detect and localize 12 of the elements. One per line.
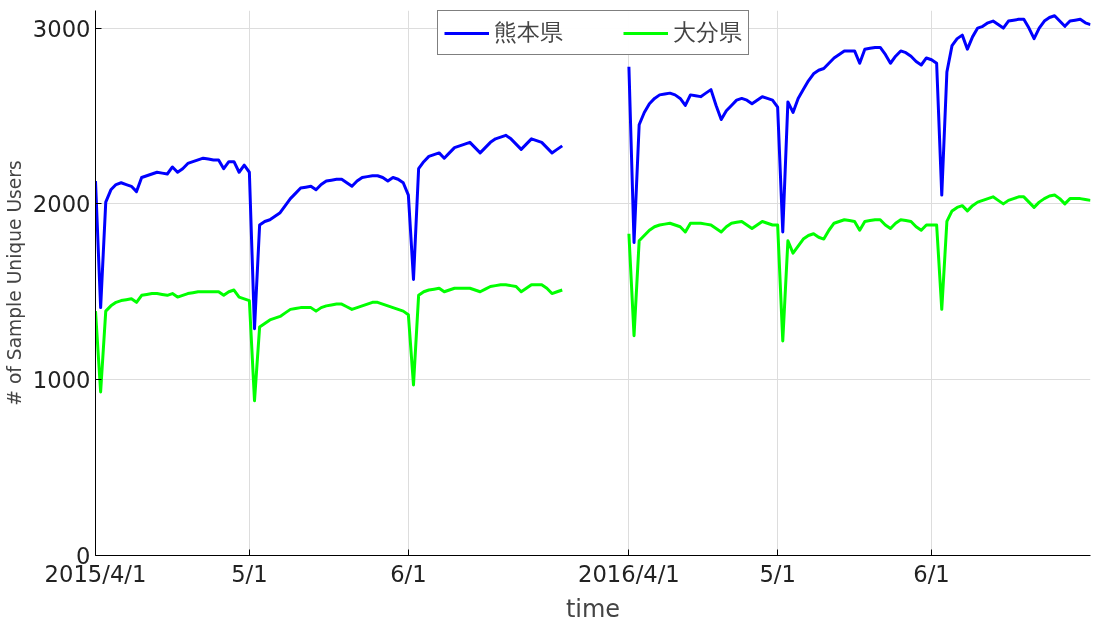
x-tick-label: 5/1 — [231, 560, 268, 587]
x-tick-label: 6/1 — [913, 560, 950, 587]
y-tick-label: 3000 — [32, 15, 91, 42]
y-tick-label: 1000 — [32, 367, 91, 394]
y-tick-label: 2000 — [32, 191, 91, 218]
legend-label: 熊本県 — [493, 18, 563, 47]
x-tick-label: 5/1 — [759, 560, 796, 587]
y-axis-title: # of Sample Unique Users — [3, 160, 25, 406]
legend-label: 大分県 — [672, 18, 742, 47]
x-tick-label: 6/1 — [390, 560, 427, 587]
x-axis-title: time — [565, 594, 621, 623]
x-tick-label: 2016/4/1 — [578, 560, 680, 587]
